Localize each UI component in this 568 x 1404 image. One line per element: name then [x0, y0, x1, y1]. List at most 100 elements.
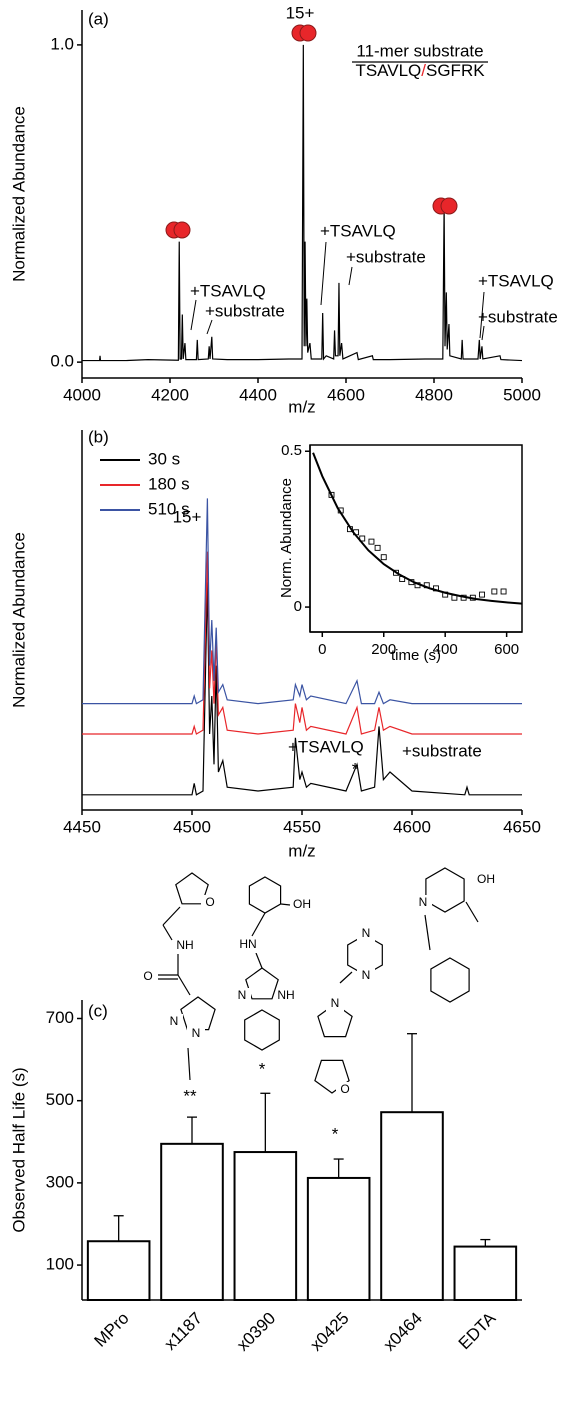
ring	[430, 957, 470, 1003]
annotation: +substrate	[478, 307, 558, 326]
panel-label: (b)	[88, 427, 109, 446]
x-tick-label: 4600	[327, 385, 365, 404]
x-tick-label: x0464	[380, 1309, 426, 1355]
dimer-glyph	[173, 221, 191, 239]
annotation: +substrate	[402, 741, 482, 760]
ring	[425, 867, 465, 913]
leader-line	[206, 319, 213, 335]
x-tick-label: EDTA	[455, 1308, 500, 1353]
x-tick-label: 200	[371, 641, 396, 658]
x-tick-label: 4800	[415, 385, 453, 404]
legend-label: 180 s	[148, 474, 190, 493]
atom-bg	[336, 1082, 354, 1098]
annotation: +substrate	[205, 301, 285, 320]
annotation: +substrate	[346, 247, 426, 266]
leader-line	[348, 266, 353, 286]
panel-label: (c)	[88, 1001, 108, 1020]
atom-bg	[357, 968, 375, 984]
plot-frame	[309, 444, 523, 633]
spectrum-line	[82, 551, 522, 735]
sequence-part: /	[421, 61, 426, 80]
legend-label: 510 s	[148, 499, 190, 518]
ring	[245, 967, 279, 1000]
atom-label: O	[205, 895, 214, 909]
y-axis-label: Normalized Abundance	[9, 106, 28, 282]
bar	[380, 1111, 444, 1301]
y-tick-label: 500	[46, 1090, 74, 1109]
atom-bg	[293, 897, 311, 913]
y-axis-label: Observed Half Life (s)	[9, 1067, 28, 1232]
atom-bg	[165, 1014, 183, 1030]
annotation: +TSAVLQ	[190, 281, 266, 300]
leader-line	[479, 291, 485, 339]
annotation: **	[183, 1086, 197, 1105]
atom-label: N	[419, 895, 428, 909]
x-axis-label: time (s)	[391, 647, 441, 664]
atom-bg	[477, 872, 495, 888]
dimer-glyph	[440, 197, 458, 215]
atom-bg	[139, 969, 157, 985]
atom-label: HN	[239, 937, 256, 951]
atom-bg	[277, 988, 295, 1004]
substrate-label: 11-mer substrate	[356, 41, 483, 60]
sequence-part: TSAVLQ	[355, 61, 421, 80]
x-tick-label: 4500	[173, 817, 211, 836]
x-tick-label: 4000	[63, 385, 101, 404]
ring	[180, 996, 216, 1031]
atom-bg	[187, 1026, 205, 1042]
x-tick-label: x1187	[161, 1309, 206, 1354]
y-tick-label: 300	[46, 1172, 74, 1191]
x-tick-label: MPro	[91, 1309, 133, 1351]
atom-label: N	[192, 1026, 201, 1040]
y-axis-label: Norm. Abundance	[278, 478, 295, 598]
atom-label: NH	[176, 938, 193, 952]
atom-label: OH	[293, 897, 311, 911]
x-tick-label: 600	[494, 641, 519, 658]
y-tick-label: 700	[46, 1008, 74, 1027]
sequence: TSAVLQ/SGFRK	[355, 61, 485, 80]
bar	[306, 1176, 371, 1301]
atom-bg	[201, 895, 219, 911]
sequence-part: SGFRK	[426, 61, 485, 80]
atom-label: NH	[277, 988, 294, 1002]
ring	[248, 876, 282, 914]
x-tick-label: 4200	[151, 385, 189, 404]
x-axis-label: m/z	[288, 841, 315, 860]
data-point	[380, 554, 387, 561]
dimer-glyph	[299, 24, 317, 42]
leader-line	[320, 241, 327, 306]
bar	[453, 1245, 518, 1301]
x-tick-label: 4650	[503, 817, 541, 836]
atom-label: N	[331, 996, 340, 1010]
atom-bg	[176, 938, 194, 954]
x-tick-label: 4400	[239, 385, 277, 404]
ring	[175, 872, 209, 905]
annotation: 15+	[173, 507, 202, 526]
atom-bg	[414, 895, 432, 911]
x-tick-label: 400	[433, 641, 458, 658]
annotation: +TSAVLQ	[320, 221, 396, 240]
leader-line	[190, 299, 197, 331]
y-axis-label: Normalized Abundance	[9, 532, 28, 708]
x-tick-label: 4550	[283, 817, 321, 836]
atom-bg	[357, 926, 375, 942]
annotation: *	[259, 1059, 266, 1078]
atom-bg	[239, 937, 257, 953]
atom-label: N	[362, 926, 371, 940]
y-tick-label: 0	[294, 598, 302, 615]
data-point	[479, 591, 486, 598]
x-tick-label: 4450	[63, 817, 101, 836]
x-tick-label: x0425	[306, 1309, 352, 1355]
annotation: +TSAVLQ	[478, 271, 554, 290]
fit-curve	[312, 452, 523, 605]
spectrum-line	[82, 44, 523, 362]
ring	[244, 1009, 280, 1051]
panel-label: (a)	[88, 9, 109, 28]
atom-label: O	[143, 969, 152, 983]
ring	[317, 1003, 353, 1038]
atom-label: OH	[477, 872, 495, 886]
data-point	[491, 588, 498, 595]
annotation: *	[352, 759, 359, 778]
y-tick-label: 100	[46, 1255, 74, 1274]
atom-bg	[233, 988, 251, 1004]
